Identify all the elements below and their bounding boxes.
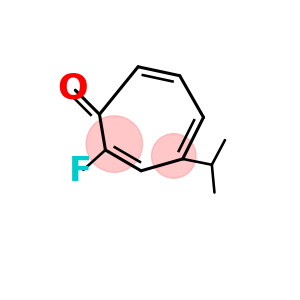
- Text: O: O: [57, 72, 88, 106]
- Circle shape: [86, 116, 142, 172]
- Text: F: F: [69, 155, 92, 188]
- Circle shape: [152, 134, 196, 178]
